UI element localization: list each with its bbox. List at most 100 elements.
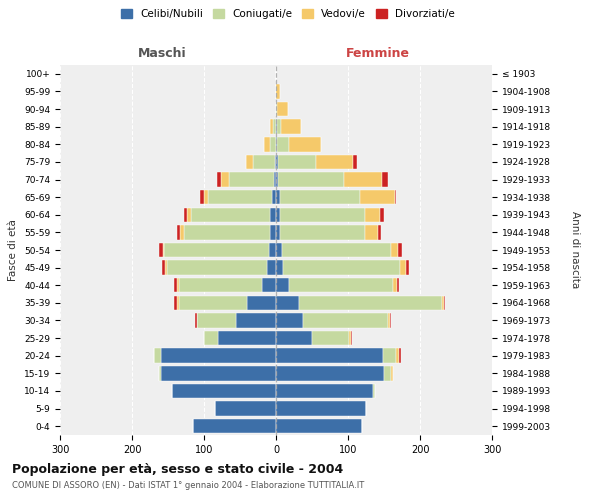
Bar xyxy=(179,296,247,310)
Bar xyxy=(270,225,276,240)
Bar xyxy=(399,348,401,363)
Bar xyxy=(276,366,384,380)
Bar xyxy=(282,243,391,257)
Bar xyxy=(316,154,353,169)
Bar xyxy=(283,260,400,275)
Bar xyxy=(178,296,179,310)
Bar xyxy=(353,154,356,169)
Bar xyxy=(388,314,390,328)
Bar xyxy=(269,243,276,257)
Bar xyxy=(161,348,276,363)
Bar xyxy=(208,190,272,204)
Bar xyxy=(277,102,288,117)
Bar xyxy=(349,331,351,345)
Bar xyxy=(172,384,276,398)
Bar xyxy=(164,243,269,257)
Bar xyxy=(253,154,275,169)
Bar xyxy=(276,260,283,275)
Bar xyxy=(154,348,161,363)
Bar xyxy=(204,331,218,345)
Bar xyxy=(276,190,280,204)
Bar xyxy=(442,296,444,310)
Bar xyxy=(270,208,276,222)
Bar xyxy=(289,278,394,292)
Bar xyxy=(270,137,276,152)
Bar xyxy=(273,120,276,134)
Bar xyxy=(268,260,276,275)
Bar xyxy=(194,314,197,328)
Bar xyxy=(275,154,276,169)
Bar xyxy=(380,208,384,222)
Bar xyxy=(276,120,277,134)
Bar xyxy=(276,243,282,257)
Bar xyxy=(276,402,366,416)
Bar xyxy=(276,314,304,328)
Bar xyxy=(167,260,268,275)
Bar xyxy=(278,154,316,169)
Legend: Celibi/Nubili, Coniugati/e, Vedovi/e, Divorziati/e: Celibi/Nubili, Coniugati/e, Vedovi/e, Di… xyxy=(117,5,459,24)
Bar xyxy=(360,190,395,204)
Bar xyxy=(390,314,391,328)
Bar xyxy=(304,314,388,328)
Text: Femmine: Femmine xyxy=(346,47,410,60)
Bar xyxy=(247,296,276,310)
Bar xyxy=(180,225,184,240)
Bar xyxy=(280,208,365,222)
Bar xyxy=(176,225,180,240)
Bar xyxy=(276,154,278,169)
Bar xyxy=(160,366,161,380)
Bar xyxy=(276,137,277,152)
Bar xyxy=(184,225,270,240)
Bar xyxy=(351,331,352,345)
Bar xyxy=(200,190,204,204)
Bar xyxy=(174,278,178,292)
Bar xyxy=(262,278,276,292)
Bar xyxy=(277,137,289,152)
Bar xyxy=(276,296,299,310)
Y-axis label: Fasce di età: Fasce di età xyxy=(8,219,19,281)
Y-axis label: Anni di nascita: Anni di nascita xyxy=(571,212,580,288)
Bar xyxy=(276,225,280,240)
Bar xyxy=(400,260,406,275)
Bar xyxy=(365,225,377,240)
Bar xyxy=(174,296,178,310)
Bar xyxy=(391,366,392,380)
Bar xyxy=(236,314,276,328)
Bar xyxy=(217,172,221,186)
Bar xyxy=(265,137,270,152)
Bar xyxy=(377,225,381,240)
Bar xyxy=(395,190,396,204)
Bar xyxy=(398,243,402,257)
Bar xyxy=(278,172,344,186)
Bar xyxy=(272,190,276,204)
Bar xyxy=(179,278,262,292)
Bar xyxy=(193,419,276,434)
Bar xyxy=(277,120,281,134)
Bar xyxy=(373,384,374,398)
Bar xyxy=(221,172,229,186)
Bar xyxy=(269,120,273,134)
Bar xyxy=(163,243,164,257)
Bar xyxy=(204,190,208,204)
Bar xyxy=(191,208,270,222)
Bar xyxy=(394,278,397,292)
Bar xyxy=(276,348,383,363)
Bar xyxy=(382,172,388,186)
Bar xyxy=(280,225,365,240)
Text: COMUNE DI ASSORO (EN) - Dati ISTAT 1° gennaio 2004 - Elaborazione TUTTITALIA.IT: COMUNE DI ASSORO (EN) - Dati ISTAT 1° ge… xyxy=(12,481,364,490)
Bar xyxy=(391,243,398,257)
Bar xyxy=(197,314,236,328)
Bar xyxy=(299,296,442,310)
Bar xyxy=(289,137,322,152)
Bar xyxy=(365,208,380,222)
Bar xyxy=(280,190,360,204)
Bar xyxy=(276,102,277,117)
Bar xyxy=(276,384,373,398)
Text: Maschi: Maschi xyxy=(137,47,187,60)
Bar xyxy=(246,154,253,169)
Bar xyxy=(395,348,399,363)
Bar xyxy=(276,331,312,345)
Bar xyxy=(344,172,382,186)
Bar xyxy=(229,172,274,186)
Bar xyxy=(276,208,280,222)
